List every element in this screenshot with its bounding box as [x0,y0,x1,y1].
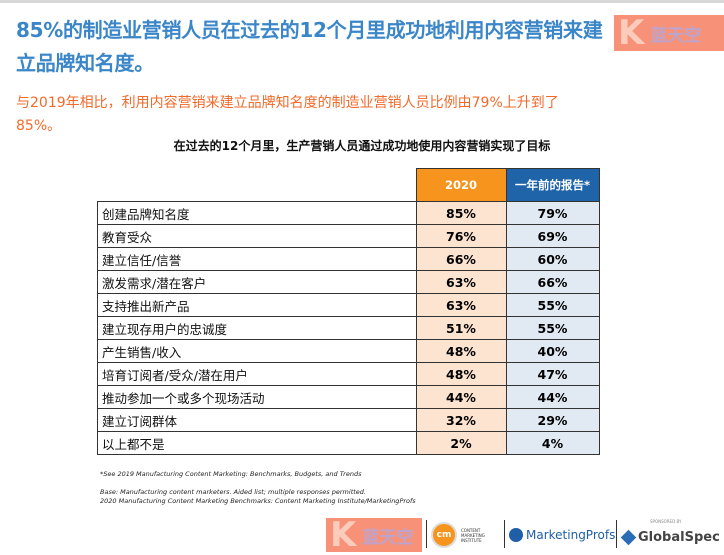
table-row: 推动参加一个或多个现场活动 44% 44% [97,385,600,409]
cmi-logo: cm CONTENT MARKETING INSTITUTE [431,518,485,552]
cmi-text-line: INSTITUTE [461,537,482,543]
value-2020: 85% [415,201,507,225]
row-label: 以上都不是 [97,431,417,455]
table-row: 创建品牌知名度 85% 79% [97,201,600,225]
globalspec-text: GlobalSpec [638,529,720,545]
watermark-logo: K 蓝天空 [614,15,724,51]
table-row: 以上都不是 2% 4% [97,431,600,455]
value-previous: 47% [505,362,600,386]
watermark-text: 蓝天空 [362,527,414,548]
base-note: Base: Manufacturing content marketers. A… [100,488,366,496]
row-label: 创建品牌知名度 [97,201,417,225]
source-note: 2020 Manufacturing Content Marketing Ben… [100,497,416,505]
table-row: 产生销售/收入 48% 40% [97,339,600,363]
value-previous: 40% [505,339,600,363]
row-label: 推动参加一个或多个现场活动 [97,385,417,409]
row-label: 支持推出新产品 [97,293,417,317]
logo-divider [426,520,427,548]
marketingprofs-text: MarketingProfs [526,528,616,542]
value-2020: 48% [415,362,507,386]
row-label: 建立现存用户的忠诚度 [97,316,417,340]
value-2020: 63% [415,293,507,317]
footnote: *See 2019 Manufacturing Content Marketin… [100,470,362,478]
table-row: 建立信任/信誉 66% 60% [97,247,600,271]
value-2020: 76% [415,224,507,248]
value-2020: 48% [415,339,507,363]
header-previous: 一年前的报告* [505,168,600,202]
cmi-text-line: MARKETING [461,532,485,538]
value-previous: 79% [505,201,600,225]
value-2020: 66% [415,247,507,271]
row-label: 产生销售/收入 [97,339,417,363]
marketingprofs-icon [509,528,523,542]
value-previous: 66% [505,270,600,294]
value-previous: 29% [505,408,600,432]
logo-divider [616,520,617,548]
globalspec-logo: GlobalSpec [620,526,720,548]
value-previous: 55% [505,316,600,340]
table-row: 教育受众 76% 69% [97,224,600,248]
header-blank [98,169,417,202]
watermark-letter: K [330,515,357,555]
row-label: 教育受众 [97,224,417,248]
top-divider [0,0,724,3]
cmi-text: CONTENT MARKETING INSTITUTE [461,528,485,543]
value-previous: 4% [505,431,600,455]
sponsored-by-label: SPONSORED BY [650,519,682,524]
value-2020: 51% [415,316,507,340]
globalspec-icon [620,529,637,545]
row-label: 建立信任/信誉 [97,247,417,271]
row-label: 激发需求/潜在客户 [97,270,417,294]
table-title: 在过去的12个月里，生产营销人员通过成功地使用内容营销实现了目标 [173,139,551,153]
table-row: 培育订阅者/受众/潜在用户 48% 47% [97,362,600,386]
header-2020: 2020 [415,168,507,202]
row-label: 建立订阅群体 [97,408,417,432]
table-row: 建立现存用户的忠诚度 51% 55% [97,316,600,340]
watermark-text: 蓝天空 [650,25,702,46]
value-previous: 60% [505,247,600,271]
cmi-text-line: CONTENT [461,527,481,533]
table-row: 建立订阅群体 32% 29% [97,408,600,432]
row-label: 培育订阅者/受众/潜在用户 [97,362,417,386]
marketingprofs-logo: MarketingProfs [509,518,615,552]
value-previous: 69% [505,224,600,248]
cmi-mark: cm [431,522,457,548]
page-title: 85%的制造业营销人员在过去的12个月里成功地利用内容营销来建立品牌知名度。 [16,18,603,75]
subtitle: 与2019年相比，利用内容营销来建立品牌知名度的制造业营销人员比例由79%上升到… [16,95,559,134]
value-previous: 55% [505,293,600,317]
watermark-logo-bottom: K 蓝天空 [326,518,422,552]
watermark-letter: K [618,13,645,53]
value-2020: 32% [415,408,507,432]
value-previous: 44% [505,385,600,409]
value-2020: 44% [415,385,507,409]
table-row: 支持推出新产品 63% 55% [97,293,600,317]
logo-divider [504,520,505,548]
value-2020: 63% [415,270,507,294]
table-row: 激发需求/潜在客户 63% 66% [97,270,600,294]
value-2020: 2% [415,431,507,455]
goals-table: 2020 一年前的报告* 创建品牌知名度 85% 79% 教育受众 76% 69% 建立信任… [97,168,600,455]
